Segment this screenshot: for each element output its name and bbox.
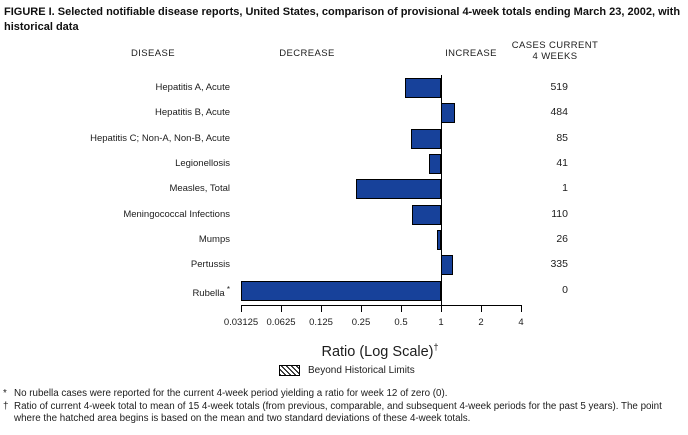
figure-title: FIGURE I. Selected notifiable disease re… xyxy=(4,6,681,33)
tick-label: 1 xyxy=(438,317,444,328)
cases-value: 519 xyxy=(550,81,568,93)
bar xyxy=(428,154,441,174)
axis-tick xyxy=(481,305,482,312)
disease-label: Legionellosis xyxy=(175,158,230,169)
disease-label: Meningococcal Infections xyxy=(123,209,230,220)
cases-value: 484 xyxy=(550,106,568,118)
x-axis-title-text: Ratio (Log Scale) xyxy=(321,343,434,360)
cases-value: 85 xyxy=(556,132,568,144)
cases-value: 110 xyxy=(551,208,568,220)
footnote-rubella: * No rubella cases were reported for the… xyxy=(3,388,685,401)
cases-value: 335 xyxy=(550,258,568,270)
bar xyxy=(405,78,441,98)
disease-label: Mumps xyxy=(198,234,230,245)
disease-label: Pertussis xyxy=(190,259,230,270)
x-axis-line xyxy=(241,305,522,306)
axis-tick xyxy=(441,305,442,312)
legend: Beyond Historical Limits xyxy=(279,365,415,376)
bar xyxy=(441,103,455,123)
column-header-disease: DISEASE xyxy=(131,48,175,59)
cases-value: 26 xyxy=(556,233,568,245)
column-header-cases-line2: 4 WEEKS xyxy=(532,50,578,62)
x-axis-title: Ratio (Log Scale)† xyxy=(260,342,500,360)
disease-label: Rubella * xyxy=(192,285,230,300)
bar xyxy=(436,230,441,250)
asterisk-marker: * xyxy=(224,285,230,294)
column-header-increase: INCREASE xyxy=(445,48,497,59)
baseline-ratio-1 xyxy=(441,75,442,305)
disease-label: Hepatitis C; Non-A, Non-B, Acute xyxy=(90,133,230,144)
dagger-superscript: † xyxy=(433,342,439,352)
disease-label: Hepatitis B, Acute xyxy=(155,107,230,118)
column-header-cases: CASES CURRENT 4 WEEKS xyxy=(511,40,599,63)
cases-value: 1 xyxy=(562,182,568,194)
axis-tick xyxy=(281,305,282,312)
footnote-marker: † xyxy=(3,400,9,412)
bar xyxy=(410,129,441,149)
tick-label: 0.03125 xyxy=(223,317,259,328)
bar xyxy=(241,281,441,301)
bar xyxy=(412,205,441,225)
bar xyxy=(356,179,441,199)
footnote-text: No rubella cases were reported for the c… xyxy=(14,388,448,399)
legend-label: Beyond Historical Limits xyxy=(308,365,415,376)
axis-tick xyxy=(521,305,522,312)
cases-value: 0 xyxy=(562,284,568,296)
tick-label: 0.125 xyxy=(309,317,333,328)
tick-label: 4 xyxy=(518,317,524,328)
tick-label: 2 xyxy=(478,317,484,328)
axis-tick xyxy=(321,305,322,312)
footnote-marker: * xyxy=(3,388,7,399)
disease-label: Measles, Total xyxy=(169,183,230,194)
tick-label: 0.25 xyxy=(351,317,371,328)
tick-label: 0.5 xyxy=(394,317,408,328)
tick-label: 0.0625 xyxy=(266,317,296,328)
disease-label: Hepatitis A, Acute xyxy=(155,82,230,93)
bar xyxy=(441,255,454,275)
column-header-decrease: DECREASE xyxy=(279,48,335,59)
footnote-text: Ratio of current 4-week total to mean of… xyxy=(14,400,662,425)
footnote-ratio-definition: † Ratio of current 4-week total to mean … xyxy=(3,401,685,426)
axis-tick xyxy=(361,305,362,312)
cases-value: 41 xyxy=(556,157,568,169)
footnotes: * No rubella cases were reported for the… xyxy=(3,388,685,426)
axis-tick xyxy=(401,305,402,312)
column-header-cases-line1: CASES CURRENT xyxy=(511,40,599,51)
axis-tick xyxy=(241,305,242,312)
hatched-swatch-icon xyxy=(279,365,300,376)
